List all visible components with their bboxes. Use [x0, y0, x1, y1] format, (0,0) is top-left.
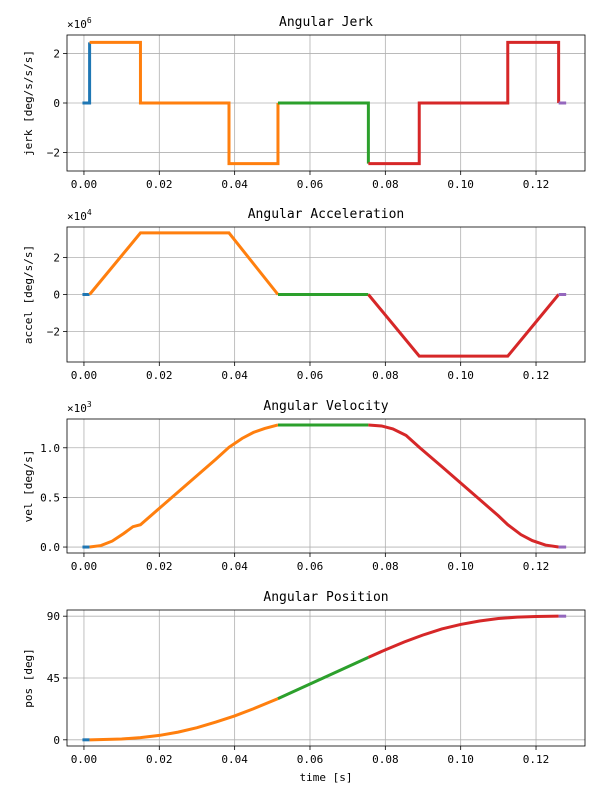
panel-angular-acceleration: 0.00 0.02 0.04 0.06 0.08 0.10 0.12 −2 0 2 Angular … [22, 207, 586, 382]
panel-0-ytick-label-0: −2 [47, 146, 60, 159]
panel-2-series-3 [368, 423, 559, 549]
panel-2-xtick-label-0: 0.00 [71, 560, 98, 573]
panel-2-ytick-label-2: 1.0 [40, 442, 60, 455]
panel-2-ytick-label-0: 0.0 [40, 541, 60, 554]
panel-1-ylabel: accel [deg/s/s] [22, 245, 35, 344]
panel-angular-jerk: 0.00 0.02 0.04 0.06 0.08 0.10 0.12 −2 0 2 Angular … [22, 15, 586, 191]
panel-2-xtick-label-6: 0.12 [523, 560, 550, 573]
panel-2-xtick-label-4: 0.08 [372, 560, 399, 573]
panel-2-xtick-label-1: 0.02 [146, 560, 173, 573]
panel-0-series-2 [277, 101, 370, 164]
panel-3-xtick-label-2: 0.04 [221, 753, 248, 766]
panel-0-xtick-label-2: 0.04 [221, 178, 248, 191]
panel-0-ytick-label-2: 2 [53, 48, 60, 61]
panel-2-xtick-label-3: 0.06 [297, 560, 324, 573]
panel-2-ylabel: vel [deg/s] [22, 450, 35, 523]
panel-1-ytick-label-2: 2 [53, 252, 60, 265]
panel-3-xtick-label-0: 0.00 [71, 753, 98, 766]
panel-3-series-3 [367, 614, 559, 659]
panel-0-series-3 [368, 40, 561, 166]
panel-1-ytick-label-0: −2 [47, 325, 60, 338]
panel-2-multiplier: ×103 [67, 400, 92, 415]
panel-3-ytick-label-2: 90 [47, 610, 60, 623]
panel-3-ytick-label-0: 0 [53, 734, 60, 747]
panel-3-xtick-label-5: 0.10 [447, 753, 474, 766]
panel-2-xtick-label-5: 0.10 [447, 560, 474, 573]
panel-2-ytick-label-1: 0.5 [40, 491, 60, 504]
panel-angular-position: 0.00 0.02 0.04 0.06 0.08 0.10 0.12 0 45 90 Angular… [22, 590, 586, 784]
panel-3-xtick-label-3: 0.06 [297, 753, 324, 766]
panel-0-xtick-label-1: 0.02 [146, 178, 173, 191]
panel-0-ytick-label-1: 0 [53, 97, 60, 110]
panel-1-xtick-label-6: 0.12 [523, 369, 550, 382]
panel-1-series-3 [367, 293, 560, 358]
panel-2-xtick-label-2: 0.04 [221, 560, 248, 573]
panel-3-ytick-label-1: 45 [47, 672, 60, 685]
panel-1-xtick-label-3: 0.06 [297, 369, 324, 382]
panel-3-ylabel: pos [deg] [22, 648, 35, 708]
panel-3-xlabel: time [s] [300, 771, 353, 784]
panel-0-series-1 [89, 40, 280, 166]
panel-1-xtick-label-4: 0.08 [372, 369, 399, 382]
panel-1-xtick-label-0: 0.00 [71, 369, 98, 382]
panel-3-xtick-label-4: 0.08 [372, 753, 399, 766]
panel-1-ytick-label-1: 0 [53, 289, 60, 302]
panel-angular-velocity: 0.00 0.02 0.04 0.06 0.08 0.10 0.12 0.0 0.5 1.0 Ang… [22, 399, 586, 573]
panel-1-xtick-label-1: 0.02 [146, 369, 173, 382]
panel-1-series-1 [88, 231, 280, 296]
panel-2-series-1 [89, 423, 279, 549]
panel-0-multiplier: ×106 [67, 16, 92, 31]
panel-3-xtick-label-6: 0.12 [523, 753, 550, 766]
panel-0-title: Angular Jerk [279, 15, 373, 30]
panel-1-xtick-label-2: 0.04 [221, 369, 248, 382]
panel-3-series-2 [277, 656, 370, 700]
panel-0-series-0 [82, 42, 92, 105]
panel-0-xtick-label-6: 0.12 [523, 178, 550, 191]
panel-0-xtick-label-4: 0.08 [372, 178, 399, 191]
panel-1-title: Angular Acceleration [248, 207, 405, 222]
panel-1-multiplier: ×104 [67, 208, 92, 223]
panel-3-series-1 [89, 697, 279, 742]
panel-2-axes-frame [66, 418, 586, 554]
panel-2-title: Angular Velocity [263, 399, 388, 414]
panel-3-title: Angular Position [263, 590, 388, 605]
panel-0-ylabel: jerk [deg/s/s/s] [22, 50, 35, 156]
panel-1-xtick-label-5: 0.10 [447, 369, 474, 382]
panel-0-xtick-label-0: 0.00 [71, 178, 98, 191]
panel-3-xtick-label-1: 0.02 [146, 753, 173, 766]
panel-0-xtick-label-5: 0.10 [447, 178, 474, 191]
panel-0-xtick-label-3: 0.06 [297, 178, 324, 191]
